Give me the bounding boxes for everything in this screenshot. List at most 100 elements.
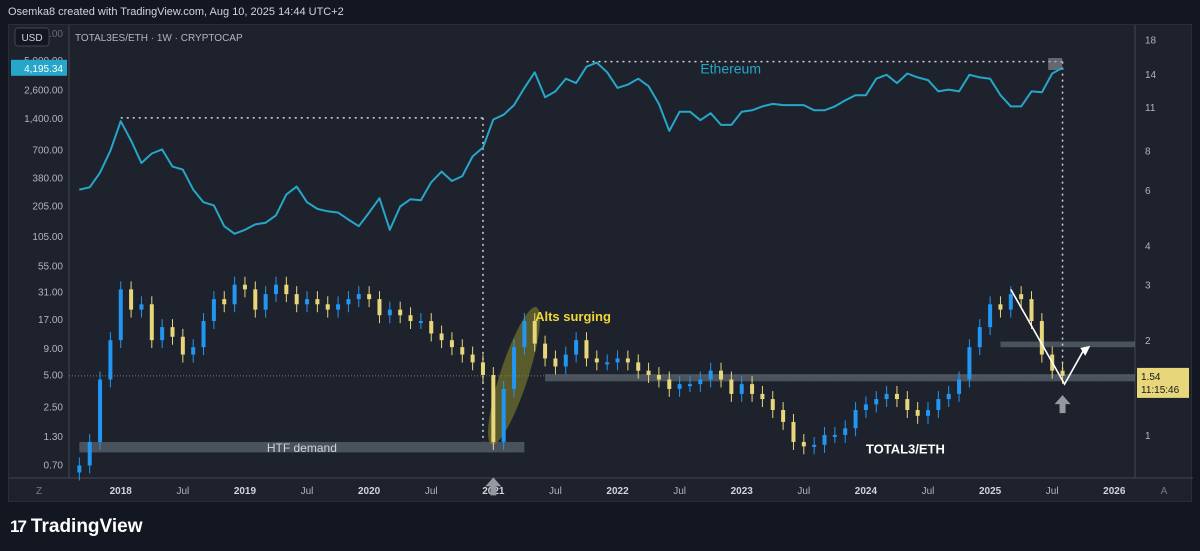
total3-candle [874, 399, 879, 405]
ethereum-line [79, 61, 1064, 235]
total3-candle [977, 327, 982, 348]
total3-candle [791, 421, 796, 442]
projection-arrowhead-icon [1080, 345, 1091, 356]
right-axis-tick-label: 2 [1145, 336, 1151, 347]
total3-candle [439, 333, 444, 341]
total3-candle [801, 441, 806, 447]
total3-candle [263, 294, 268, 310]
tradingview-logo[interactable]: 17 TradingView [10, 516, 143, 538]
total3-candle [781, 410, 786, 422]
right-price-countdown: 11:15:46 [1141, 385, 1180, 396]
time-axis-tick-label: 2018 [110, 486, 133, 497]
total3-candle [398, 309, 403, 316]
total3-candle [915, 410, 920, 416]
total3-candle [843, 428, 848, 435]
ath-touch-box [1048, 58, 1063, 71]
left-price-tag-text: 4,195.34 [24, 64, 63, 75]
symbol-caption: TOTAL3ES/ETH · 1W · CRYPTOCAP [75, 33, 243, 44]
left-axis-tick-label: 700.00 [32, 145, 63, 156]
time-axis-tick-label: Jul [425, 486, 438, 497]
total3-candle [770, 399, 775, 411]
total3-candle [1019, 294, 1024, 300]
time-axis-tick-label: Jul [176, 486, 189, 497]
tradingview-logo-text: TradingView [30, 516, 143, 537]
total3-candle [998, 304, 1003, 310]
total3-candle [625, 358, 630, 363]
time-axis-tick-label: 2026 [1103, 486, 1126, 497]
projection-path [1010, 288, 1084, 386]
time-axis-tick-label: Jul [1046, 486, 1059, 497]
right-axis-tick-label: 1 [1145, 431, 1151, 442]
total3-candle [211, 299, 216, 322]
zone-resistance [1000, 341, 1135, 348]
total3-candle [98, 379, 103, 442]
left-axis-tick-label: 9.00 [44, 344, 64, 355]
currency-button-label: USD [21, 33, 42, 44]
total3-eth-label: TOTAL3/ETH [866, 441, 945, 456]
total3-candle [698, 379, 703, 385]
total3-candle [822, 434, 827, 445]
total3-candle [832, 434, 837, 437]
up-arrow-icon [485, 477, 502, 496]
time-axis-tick-label: Jul [673, 486, 686, 497]
alts-surging-label: Alts surging [535, 309, 611, 324]
time-axis-tick-label: 2025 [979, 486, 1002, 497]
total3-candle [501, 388, 506, 442]
total3-candle [605, 362, 610, 365]
total3-candle [1060, 370, 1065, 376]
total3-candle [646, 370, 651, 376]
right-axis-tick-label: 11 [1145, 103, 1156, 114]
total3-candle [512, 347, 517, 389]
left-axis-tick-label: 55.00 [38, 261, 63, 272]
total3-candle [429, 321, 434, 334]
right-axis-tick-label: 18 [1145, 36, 1157, 47]
total3-candle [926, 410, 931, 416]
total3-candle [470, 354, 475, 363]
total3-candle [77, 465, 82, 473]
total3-candle [387, 309, 392, 316]
left-axis-tick-label: 17.00 [38, 315, 63, 326]
total3-candle [532, 321, 537, 344]
time-axis-right-corner: A [1161, 486, 1168, 497]
total3-candle [170, 327, 175, 337]
total3-candle [853, 410, 858, 429]
right-price-tag-text: 1.54 [1141, 372, 1161, 383]
left-axis-tick-label: 1,400.00 [24, 114, 63, 125]
total3-candle [232, 284, 237, 305]
right-axis-tick-label: 14 [1145, 70, 1157, 81]
total3-candle [594, 358, 599, 363]
total3-candle [191, 347, 196, 355]
htf-demand-label: HTF demand [267, 441, 337, 455]
left-price-tag [11, 59, 67, 76]
total3-candle [480, 362, 485, 376]
tradingview-mark-icon: 17 [10, 517, 27, 536]
price-chart[interactable]: 0.70 1.30 2.50 5.00 9.00 17.00 31.00 55.00 105.0… [9, 25, 1193, 503]
total3-candle [957, 379, 962, 394]
left-axis-tick-label: 2,600.00 [24, 86, 63, 97]
total3-candle [687, 384, 692, 387]
chart-frame: 0.70 1.30 2.50 5.00 9.00 17.00 31.00 55.00 105.0… [8, 24, 1193, 503]
total3-candle [543, 343, 548, 359]
total3-candle [522, 321, 527, 348]
total3-candle [750, 384, 755, 394]
total3-candle [160, 327, 165, 341]
total3-candle [863, 404, 868, 411]
header-caption: Osemka8 created with TradingView.com, Au… [8, 6, 344, 18]
currency-button [14, 27, 50, 47]
right-axis-tick-label: 4 [1145, 241, 1151, 252]
time-axis-tick-label: 2020 [358, 486, 381, 497]
total3-candle [553, 358, 558, 367]
total3-candle [460, 347, 465, 355]
total3-candle [967, 347, 972, 380]
total3-candle [1008, 294, 1013, 310]
total3-candle [367, 294, 372, 300]
total3-candle [418, 321, 423, 324]
total3-candle [325, 304, 330, 310]
total3-candle [739, 384, 744, 394]
right-price-tag [1137, 367, 1189, 398]
time-axis-tick-label: 2024 [855, 486, 878, 497]
total3-candle [356, 294, 361, 300]
left-axis-tick-label: 105.00 [32, 232, 63, 243]
plot-area [69, 25, 1135, 478]
total3-candle [677, 384, 682, 389]
